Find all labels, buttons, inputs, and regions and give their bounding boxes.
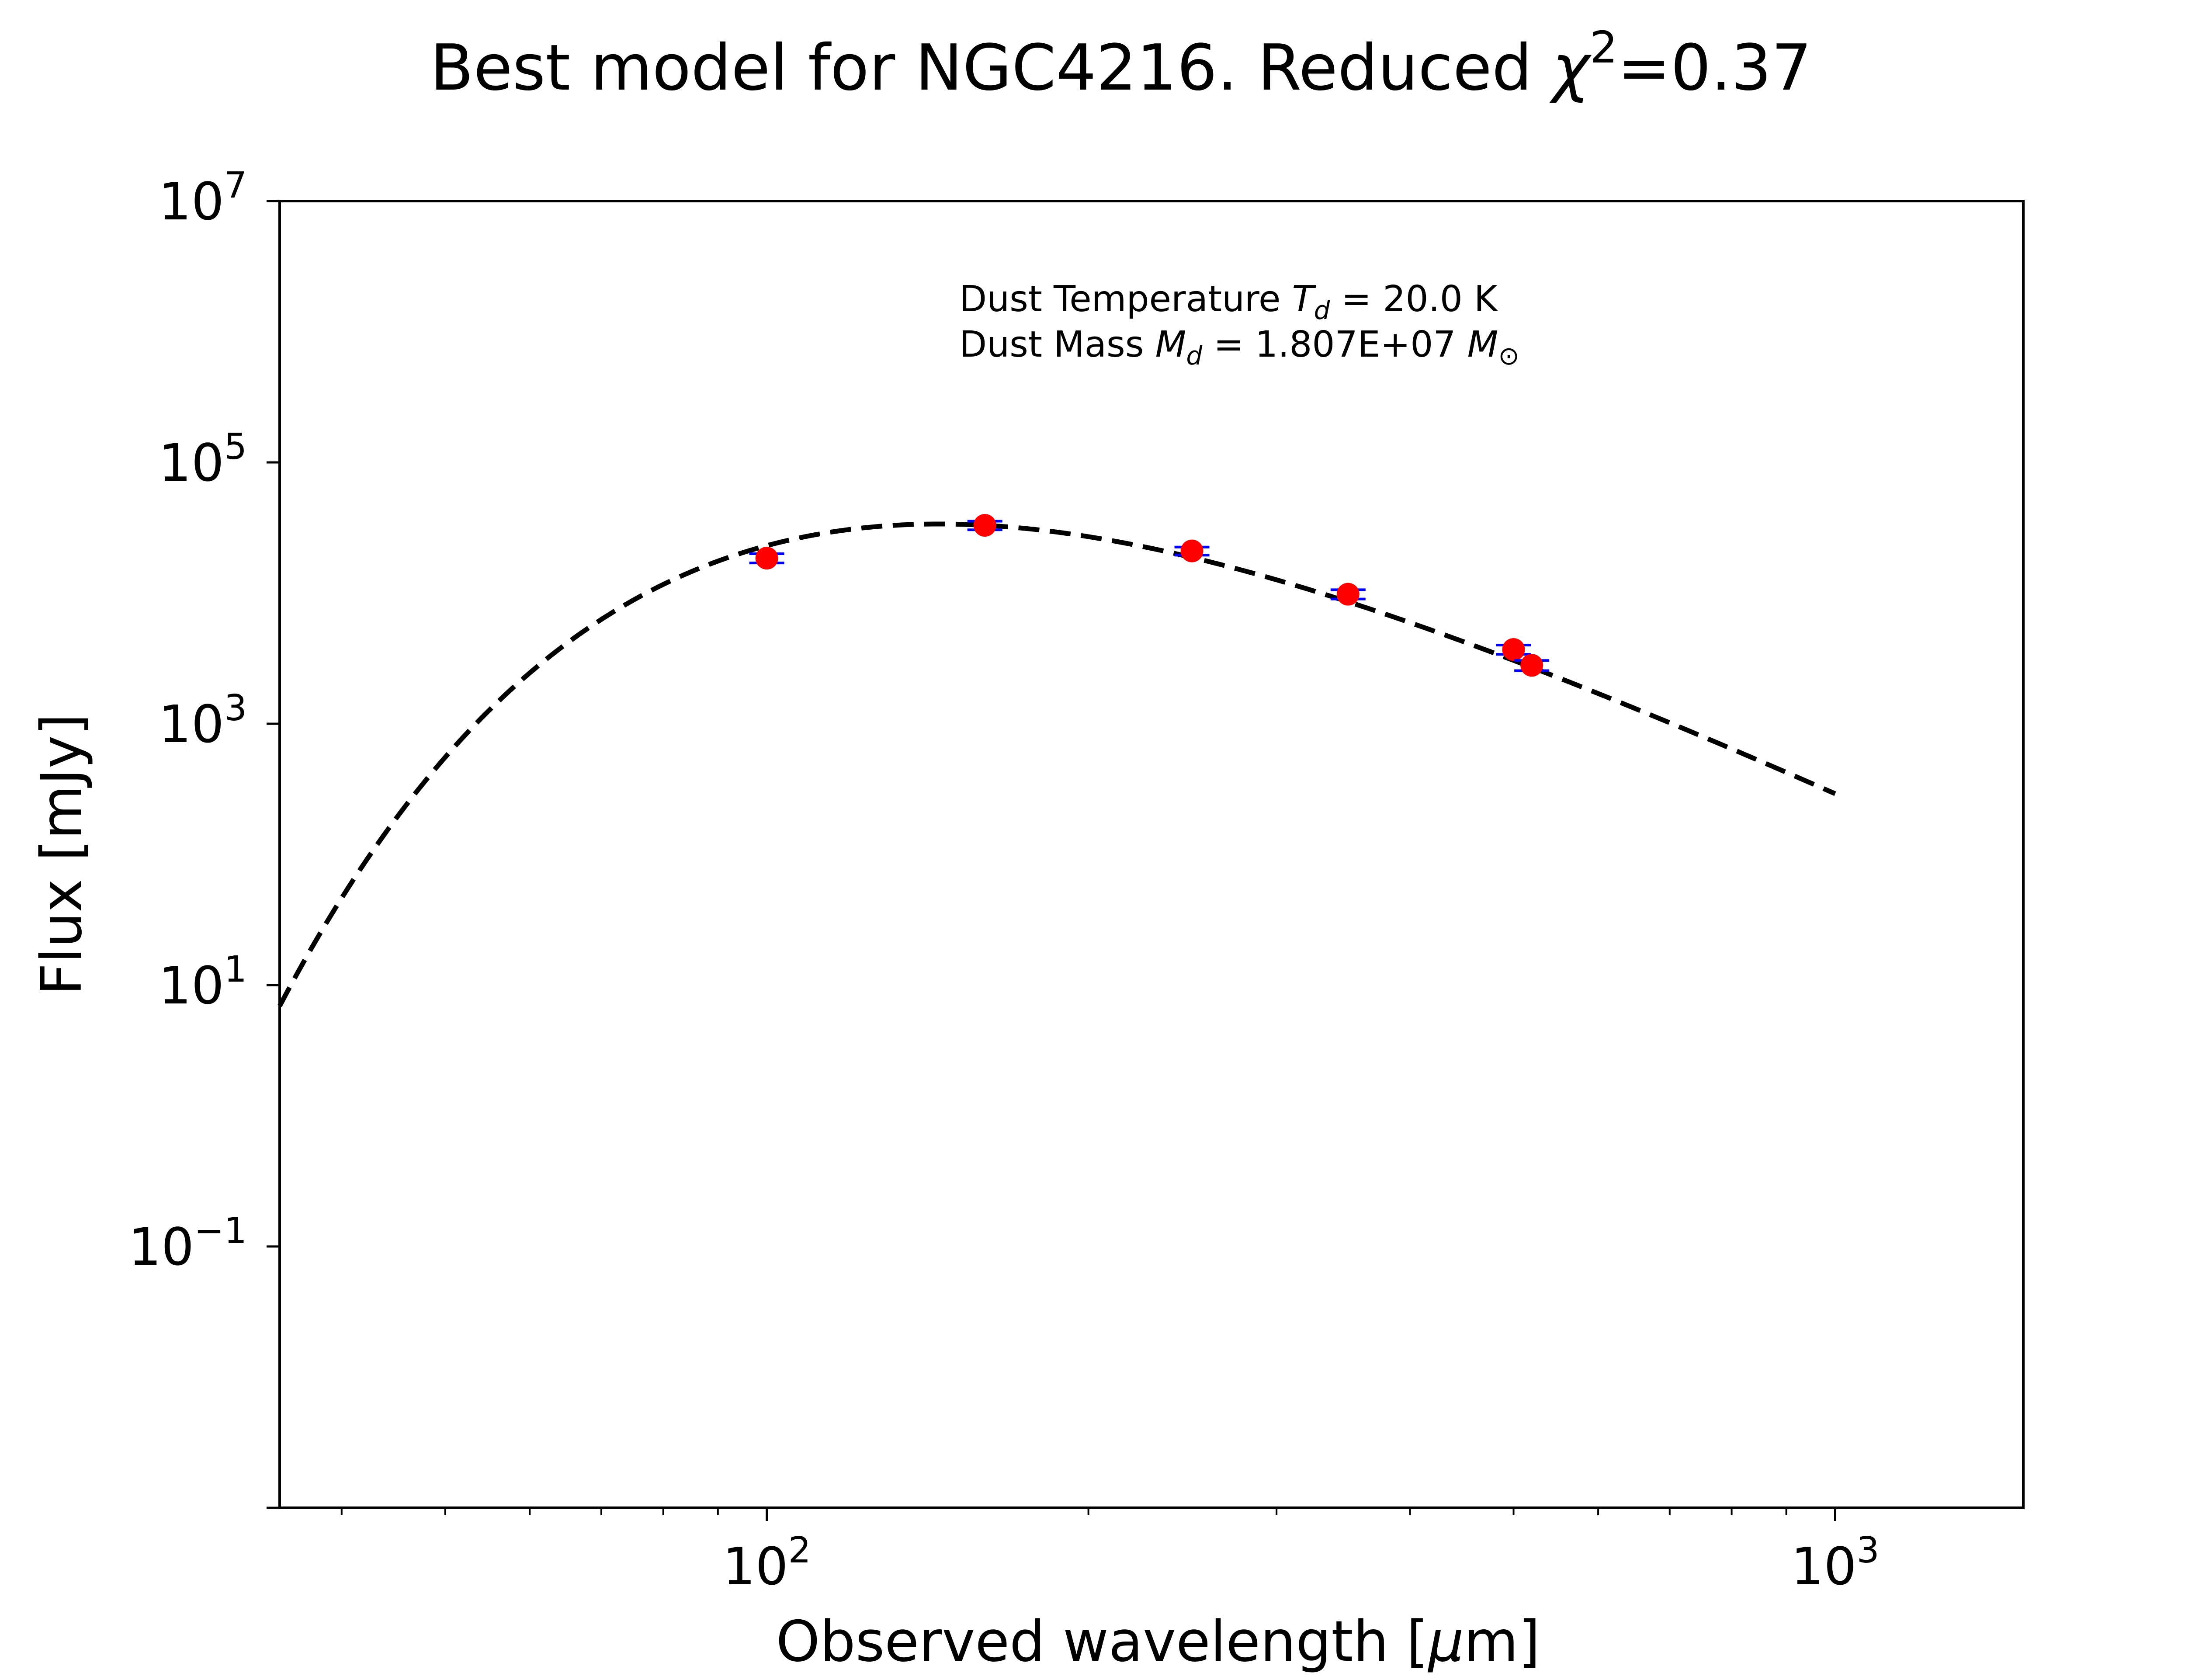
y-tick-label-exp: 7 <box>224 165 247 206</box>
y-tick-label-base: 10 <box>159 955 224 1016</box>
x-tick-label-base: 10 <box>723 1536 788 1597</box>
chart-title-value: =0.37 <box>1618 31 1812 105</box>
chart-title-chi: χ <box>1549 31 1592 105</box>
data-point <box>973 514 996 537</box>
data-point <box>1520 654 1543 677</box>
x-tick-label: 102 <box>723 1530 811 1597</box>
y-tick-label-base: 10 <box>159 694 224 754</box>
y-tick-label: 107 <box>159 165 247 232</box>
model-curve-layer <box>277 521 1836 1007</box>
x-tick-label-base: 10 <box>1791 1536 1856 1597</box>
annotation-temperature: Dust Temperature Td = 20.0 K <box>959 278 1498 325</box>
data-points-layer <box>749 514 1550 677</box>
model-curve <box>277 521 1836 1007</box>
y-tick-label: 103 <box>159 687 247 754</box>
y-tick-label-exp: 5 <box>224 426 247 468</box>
x-tick-label: 103 <box>1791 1530 1879 1597</box>
data-point <box>1180 539 1203 562</box>
chart-title-chi-sup: 2 <box>1590 22 1618 73</box>
y-tick-label-base: 10 <box>159 171 224 232</box>
y-tick-label-exp: 1 <box>224 949 247 990</box>
x-tick-label-exp: 3 <box>1856 1530 1879 1571</box>
y-axis-label: Flux [mJy] <box>29 714 94 996</box>
y-tick-label-exp: −1 <box>194 1210 247 1252</box>
x-axis-label: Observed wavelength [μm] <box>776 1609 1540 1674</box>
data-point <box>1502 638 1525 661</box>
y-tick-label-exp: 3 <box>224 687 247 729</box>
y-tick-label: 10−1 <box>128 1210 247 1277</box>
y-tick-label-base: 10 <box>159 433 224 493</box>
data-point <box>1336 583 1360 606</box>
x-tick-label-exp: 2 <box>788 1530 811 1571</box>
chart-title-main: Best model for NGC4216. Reduced <box>430 31 1552 105</box>
data-point <box>755 547 778 570</box>
y-tick-label: 105 <box>159 426 247 493</box>
y-tick-label-base: 10 <box>128 1217 194 1277</box>
y-tick-label: 101 <box>159 949 247 1016</box>
plot-frame <box>278 200 2025 1509</box>
chart-title: Best model for NGC4216. Reduced χ2=0.37 <box>430 22 1812 105</box>
annotation-mass: Dust Mass Md = 1.807E+07 M⊙ <box>959 324 1519 371</box>
